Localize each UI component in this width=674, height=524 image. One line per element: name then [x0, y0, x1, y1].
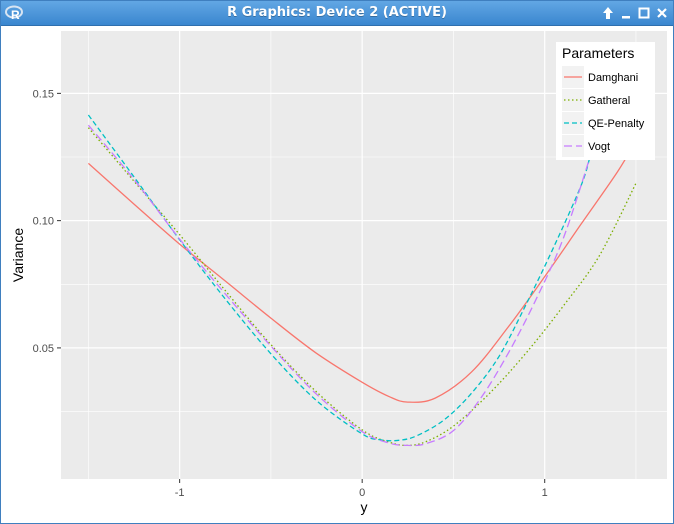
- y-axis-label: Variance: [10, 228, 26, 282]
- x-tick-label: 1: [542, 487, 548, 499]
- series-line-qe-penalty: [87, 114, 591, 442]
- legend-label: Damghani: [588, 72, 638, 84]
- sticky-arrow-up-icon[interactable]: [599, 4, 617, 22]
- x-tick-label: -1: [175, 487, 185, 499]
- maximize-icon[interactable]: [635, 4, 653, 22]
- ggplot-chart: -1 0 1 0.05 0.10 0.15 y Variance Parameters D…: [10, 31, 667, 515]
- r-logo-icon: R: [5, 5, 23, 22]
- window-title: R Graphics: Device 2 (ACTIVE): [227, 5, 447, 20]
- y-tick-label: 0.05: [33, 343, 54, 355]
- axes-layer: -1 0 1 0.05 0.10 0.15: [33, 88, 548, 499]
- legend-entries: Damghani Gatheral QE-Penalty Vogt: [562, 66, 645, 157]
- title-bar[interactable]: R R Graphics: Device 2 (ACTIVE): [1, 1, 673, 26]
- close-icon[interactable]: [653, 4, 671, 22]
- series-line-damghani: [87, 140, 637, 403]
- series-line-vogt: [87, 124, 591, 447]
- x-tick-label: 0: [359, 487, 365, 499]
- series-layer: [87, 114, 637, 447]
- legend-key: [562, 135, 584, 157]
- grid-minor: [61, 31, 667, 479]
- svg-text:R: R: [11, 8, 20, 22]
- x-axis-label: y: [361, 499, 368, 515]
- y-tick-label: 0.15: [33, 88, 54, 100]
- legend-title: Parameters: [562, 45, 634, 61]
- y-tick-label: 0.10: [33, 216, 54, 228]
- legend-label: Gatheral: [588, 95, 630, 107]
- legend: Parameters Damghani Gatheral QE-Penalty Vog…: [556, 42, 655, 160]
- legend-label: QE-Penalty: [588, 118, 645, 130]
- minimize-icon[interactable]: [617, 4, 635, 22]
- legend-label: Vogt: [588, 141, 610, 153]
